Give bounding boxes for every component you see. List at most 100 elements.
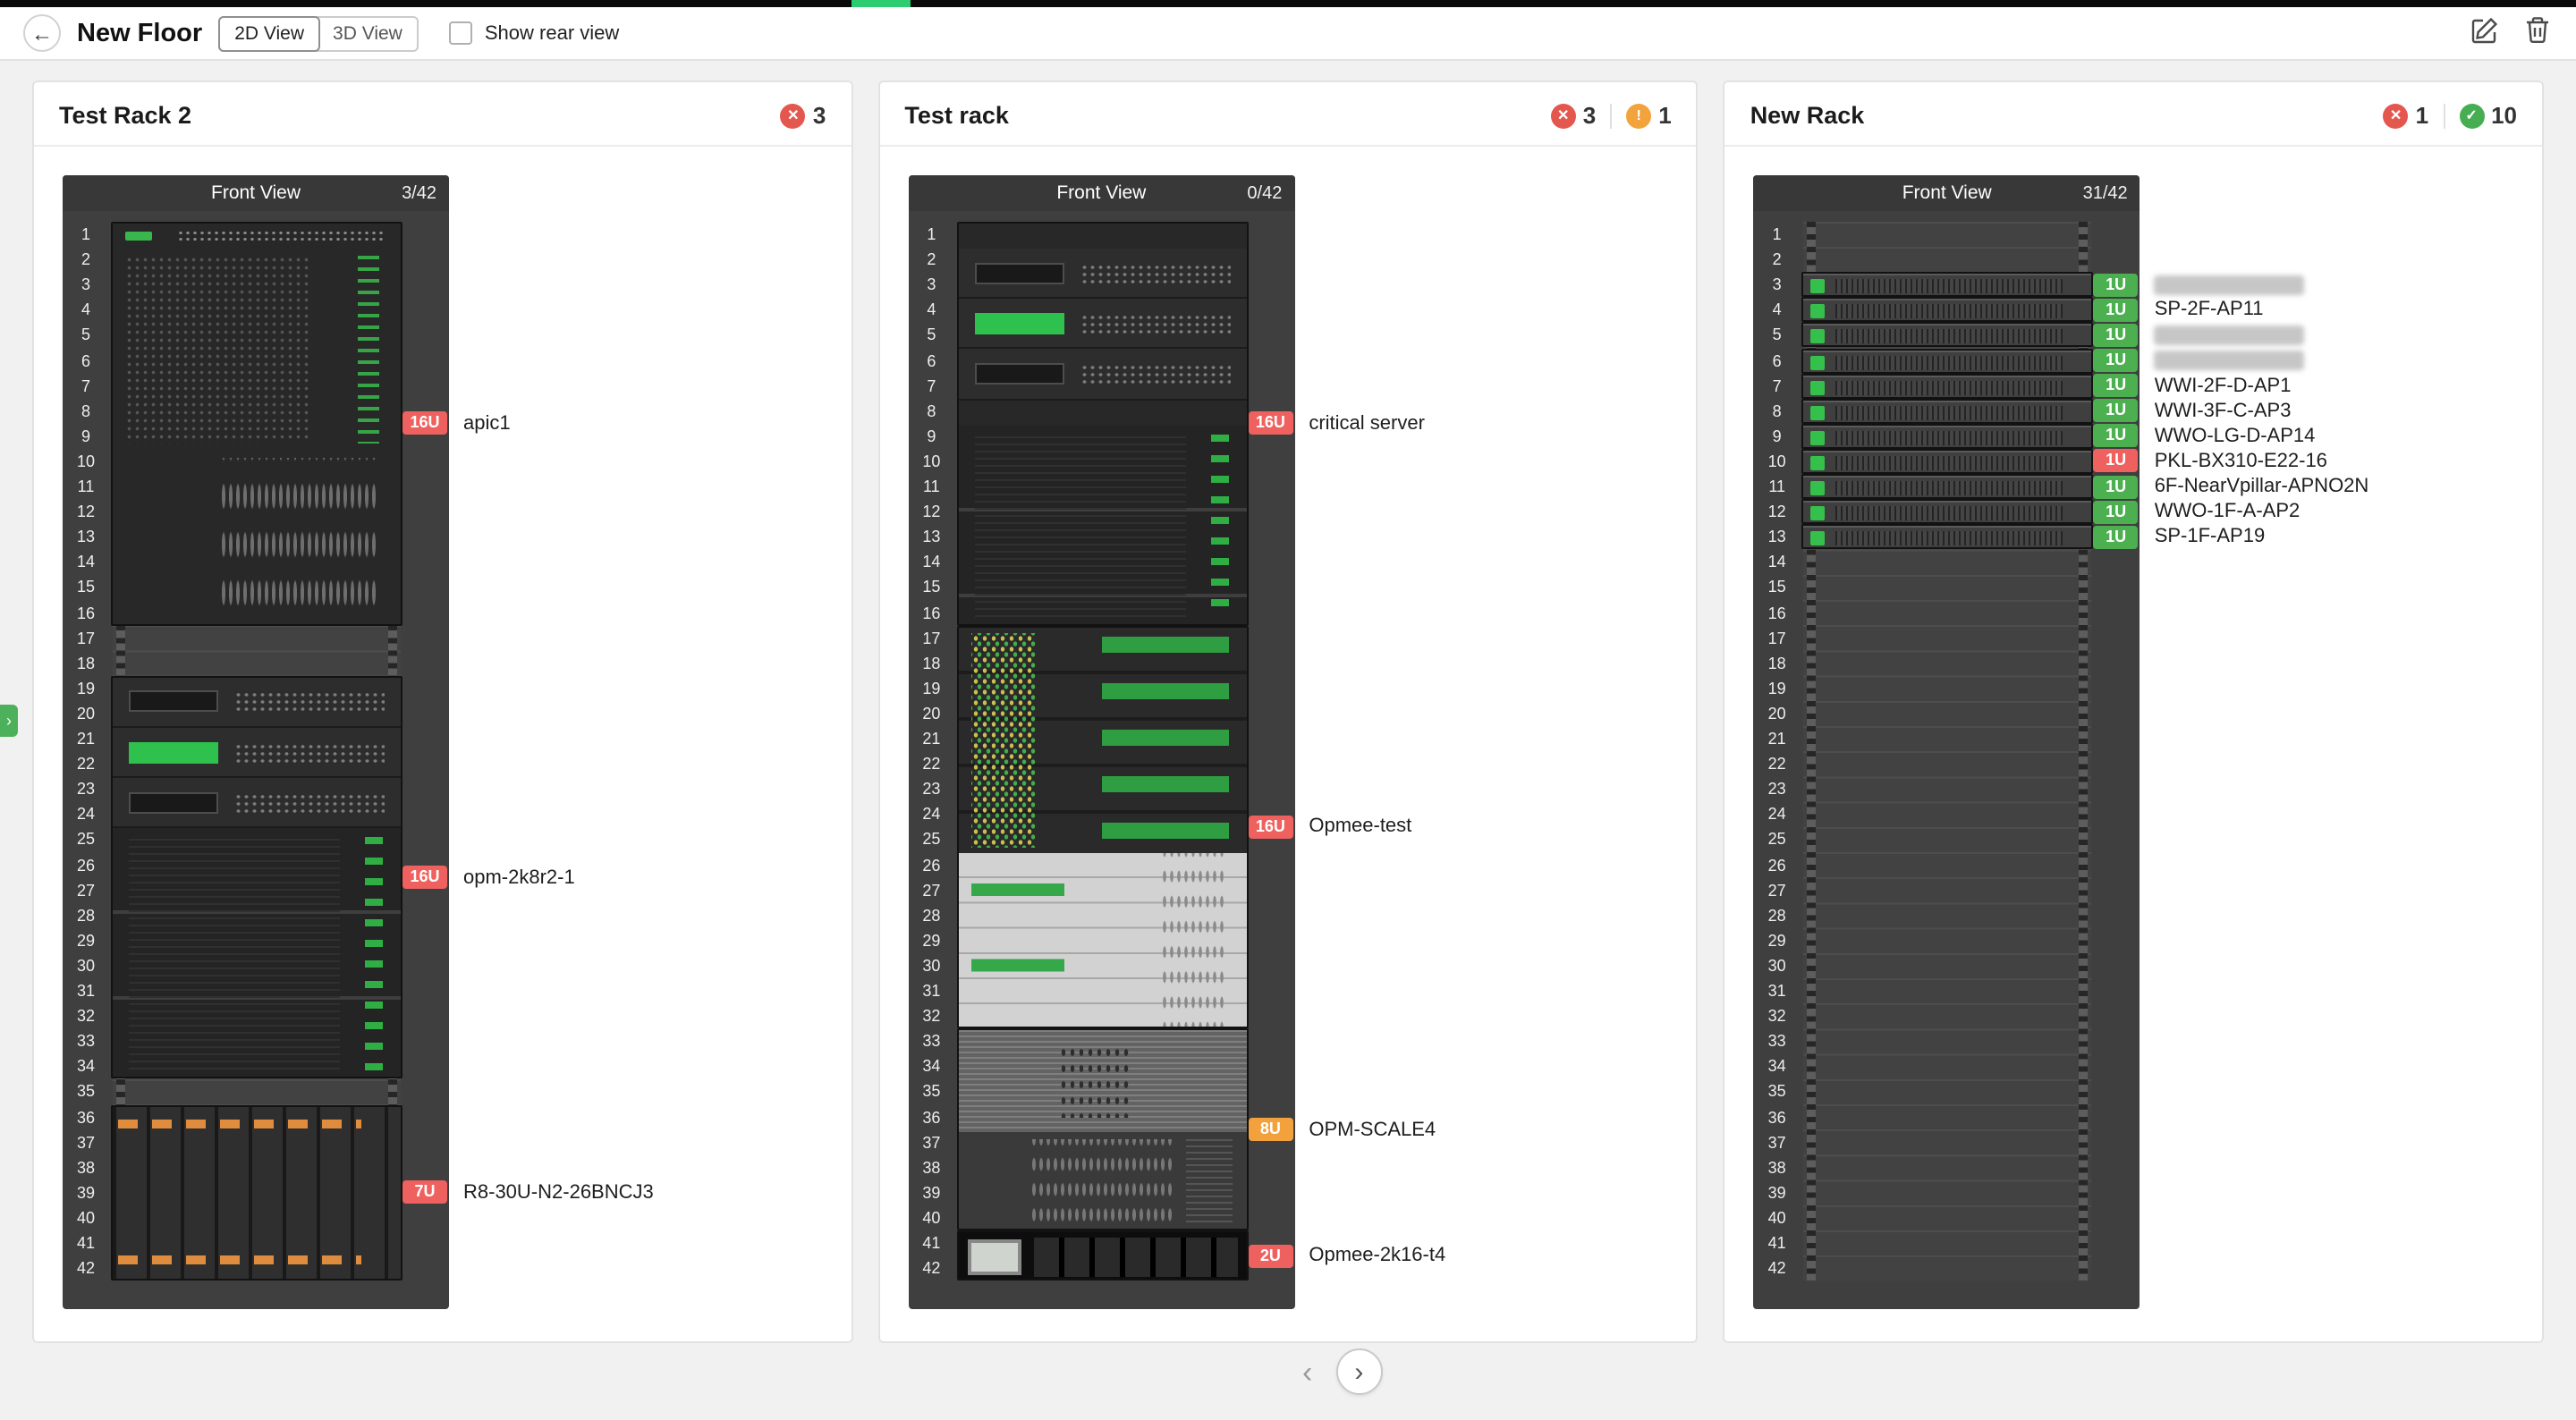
back-button[interactable]: ← — [23, 14, 61, 52]
unit-number: 35 — [76, 1082, 95, 1101]
device-face-segment — [113, 828, 401, 1078]
unit-number: 27 — [1767, 881, 1786, 900]
device-label-redacted — [2154, 351, 2305, 371]
device-face-segment — [958, 1232, 1247, 1280]
unit-number: 6 — [1772, 351, 1782, 369]
status-count: 3 — [1582, 102, 1597, 129]
device-label: Opmee-test — [1309, 816, 1412, 838]
warn-icon: ! — [1626, 103, 1652, 128]
rack-device[interactable] — [1801, 423, 2094, 449]
unit-number: 6 — [80, 351, 90, 369]
unit-number: 18 — [1767, 654, 1786, 672]
device-label: Opmee-2k16-t4 — [1309, 1245, 1446, 1267]
unit-number: 40 — [922, 1208, 941, 1227]
device-face-segment — [1803, 375, 2092, 397]
unit-number: 41 — [76, 1234, 95, 1252]
unit-number: 15 — [922, 578, 941, 596]
rack-device[interactable] — [1801, 272, 2094, 298]
rack-device[interactable] — [111, 1104, 402, 1281]
unit-number: 34 — [76, 1057, 95, 1076]
rack-occupancy: 0/42 — [1247, 183, 1283, 203]
device-u-badge: 1U — [2093, 374, 2139, 398]
unit-number: 32 — [76, 1007, 95, 1026]
device-label: R8-30U-N2-26BNCJ3 — [463, 1181, 654, 1204]
unit-number: 38 — [922, 1158, 941, 1177]
device-u-badge: 1U — [2093, 475, 2139, 499]
unit-number: 28 — [1767, 906, 1786, 925]
rack-device[interactable] — [1801, 297, 2094, 323]
rack-device[interactable] — [1801, 322, 2094, 348]
rack-device[interactable] — [1801, 398, 2094, 424]
prev-page-button[interactable]: ‹ — [1302, 1355, 1313, 1389]
front-view-label: Front View — [1056, 182, 1147, 204]
next-page-button[interactable]: › — [1335, 1348, 1383, 1395]
show-rear-view-label: Show rear view — [484, 22, 620, 44]
device-face-segment — [1803, 476, 2092, 498]
rack-device[interactable] — [1801, 524, 2094, 550]
delete-button[interactable] — [2524, 16, 2551, 50]
rack-device[interactable] — [956, 625, 1249, 1029]
unit-number: 25 — [76, 830, 95, 849]
rack-device[interactable] — [1801, 474, 2094, 500]
rack-device[interactable] — [1801, 448, 2094, 474]
device-face-segment — [1803, 299, 2092, 321]
device-label: critical server — [1309, 412, 1425, 435]
unit-number: 39 — [76, 1183, 95, 1202]
rack-device[interactable] — [111, 222, 402, 626]
device-face-segment — [958, 299, 1247, 350]
unit-number: 15 — [76, 578, 95, 596]
unit-number: 1 — [1772, 225, 1782, 243]
show-rear-view-checkbox[interactable] — [448, 21, 472, 45]
stat-divider — [2443, 103, 2445, 128]
unit-number: 30 — [76, 956, 95, 975]
device-face-segment — [1803, 450, 2092, 472]
rack-rail-left — [1807, 222, 1817, 1281]
edit-button[interactable] — [2470, 16, 2499, 50]
tab-2d-view[interactable]: 2D View — [218, 15, 321, 51]
unit-number: 18 — [922, 654, 941, 672]
device-u-badge: 16U — [1248, 815, 1293, 839]
unit-number: 25 — [1767, 830, 1786, 849]
edit-icon — [2470, 16, 2499, 50]
rack-device[interactable] — [1801, 499, 2094, 525]
rack-device[interactable] — [956, 1028, 1249, 1230]
unit-number: 5 — [80, 325, 90, 344]
unit-number: 15 — [1767, 578, 1786, 596]
status-badge-warn: ! 1 — [1626, 102, 1672, 129]
unit-number: 28 — [76, 906, 95, 925]
device-face-segment — [113, 778, 401, 829]
unit-number: 14 — [76, 553, 95, 571]
device-face-segment — [1803, 324, 2092, 346]
unit-number: 2 — [927, 250, 936, 269]
device-u-badge: 1U — [2093, 399, 2139, 423]
unit-number: 14 — [1767, 553, 1786, 571]
unit-number: 22 — [922, 755, 941, 773]
device-u-badge: 1U — [2093, 449, 2139, 473]
status-badge-error: ✕ 3 — [1550, 102, 1597, 129]
rack-device[interactable] — [956, 222, 1249, 626]
rack-front-view: Front View 31/42 1 2 3 4 5 6 7 8 9 10 11 12 13 14 15 16 17… — [1753, 175, 2368, 1309]
sidebar-expand-tab[interactable]: › — [0, 705, 18, 737]
device-face-segment — [113, 727, 401, 779]
unit-number: 21 — [922, 730, 941, 748]
device-label-redacted — [2154, 325, 2305, 345]
tab-3d-view[interactable]: 3D View — [318, 17, 417, 49]
rack-device[interactable] — [1801, 373, 2094, 399]
rack-device[interactable] — [956, 1230, 1249, 1281]
device-face-segment — [1803, 350, 2092, 372]
unit-number: 26 — [1767, 856, 1786, 874]
device-face-segment — [113, 450, 401, 624]
unit-number: 28 — [922, 906, 941, 925]
unit-number: 33 — [922, 1032, 941, 1051]
device-label: WWO-LG-D-AP14 — [2154, 425, 2316, 447]
device-face-segment — [1803, 425, 2092, 447]
unit-number: 7 — [1772, 376, 1782, 395]
device-u-badge: 1U — [2093, 273, 2139, 297]
unit-number: 34 — [1767, 1057, 1786, 1076]
unit-number: 30 — [1767, 956, 1786, 975]
rack-device[interactable] — [111, 675, 402, 1079]
unit-number: 21 — [1767, 730, 1786, 748]
rack-device[interactable] — [1801, 348, 2094, 374]
unit-number: 32 — [1767, 1007, 1786, 1026]
unit-number: 29 — [76, 931, 95, 950]
